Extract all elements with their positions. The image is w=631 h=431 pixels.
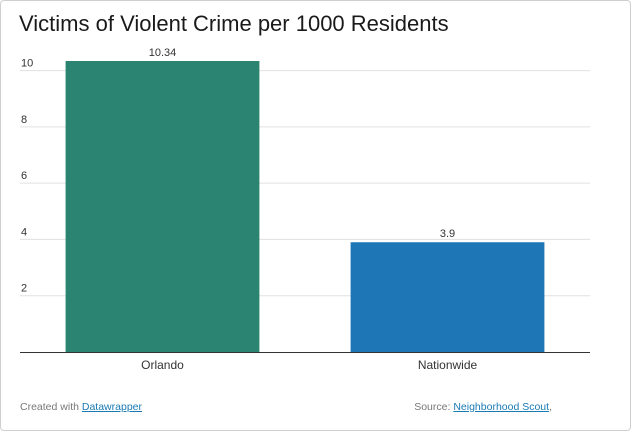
source-suffix: ,	[549, 401, 552, 413]
bar-value-label: 10.34	[149, 47, 177, 59]
source: Source: Neighborhood Scout,	[414, 401, 552, 413]
bars	[65, 61, 545, 352]
y-tick-label: 8	[21, 114, 27, 126]
source-prefix: Source:	[414, 401, 451, 413]
chart-title: Victims of Violent Crime per 1000 Reside…	[19, 11, 449, 36]
y-tick-label: 6	[21, 170, 27, 182]
y-tick-label: 10	[21, 58, 33, 70]
x-category-label: Orlando	[141, 358, 184, 372]
y-tick-labels: 2 4 6 8 10	[21, 58, 33, 295]
y-tick-label: 4	[21, 226, 27, 238]
y-tick-label: 2	[21, 283, 27, 295]
credit: Created with Datawrapper	[20, 401, 142, 413]
datawrapper-link[interactable]: Datawrapper	[81, 401, 142, 413]
bar	[65, 61, 260, 352]
bar-value-label: 3.9	[440, 228, 455, 240]
credit-prefix: Created with	[20, 401, 79, 413]
source-link[interactable]: Neighborhood Scout	[453, 401, 550, 413]
x-category-label: Nationwide	[418, 358, 478, 372]
bar	[350, 242, 545, 352]
labels: 10.34 Orlando 3.9 Nationwide	[141, 47, 477, 372]
